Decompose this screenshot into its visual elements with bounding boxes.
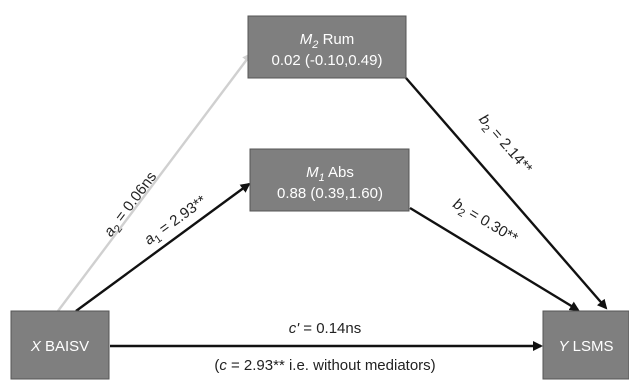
m1-label: M1 Abs [306, 164, 354, 184]
node-m2-rum: M2 Rum 0.02 (-0.10,0.49) [247, 15, 407, 79]
arrow-m2-to-y [405, 77, 608, 310]
node-m1-abs: M1 Abs 0.88 (0.39,1.60) [249, 148, 410, 212]
m1-stat: 0.88 (0.39,1.60) [277, 185, 383, 202]
path-a1-label: a1 = 2.93** [141, 192, 211, 251]
path-b2-top-label: b2 = 2.14** [473, 111, 536, 179]
m2-stat: 0.02 (-0.10,0.49) [272, 52, 383, 69]
node-y-lsms: Y LSMS [542, 310, 629, 380]
path-a2-label: a2 = 0.06ns [101, 169, 163, 242]
m2-label: M2 Rum [300, 31, 354, 51]
x-label: X BAISV [30, 338, 89, 355]
path-c-prime-label: c' = 0.14ns [289, 320, 362, 337]
node-x-baisv: X BAISV [10, 310, 110, 380]
arrow-m1-to-y [409, 206, 580, 312]
path-c-total-label: (c = 2.93** i.e. without mediators) [214, 357, 435, 374]
path-b2-mid-label: b2 = 0.30** [448, 195, 521, 250]
y-label: Y LSMS [558, 338, 613, 355]
arrow-x-to-m1 [75, 182, 251, 312]
arrow-x-to-m2 [57, 52, 253, 312]
